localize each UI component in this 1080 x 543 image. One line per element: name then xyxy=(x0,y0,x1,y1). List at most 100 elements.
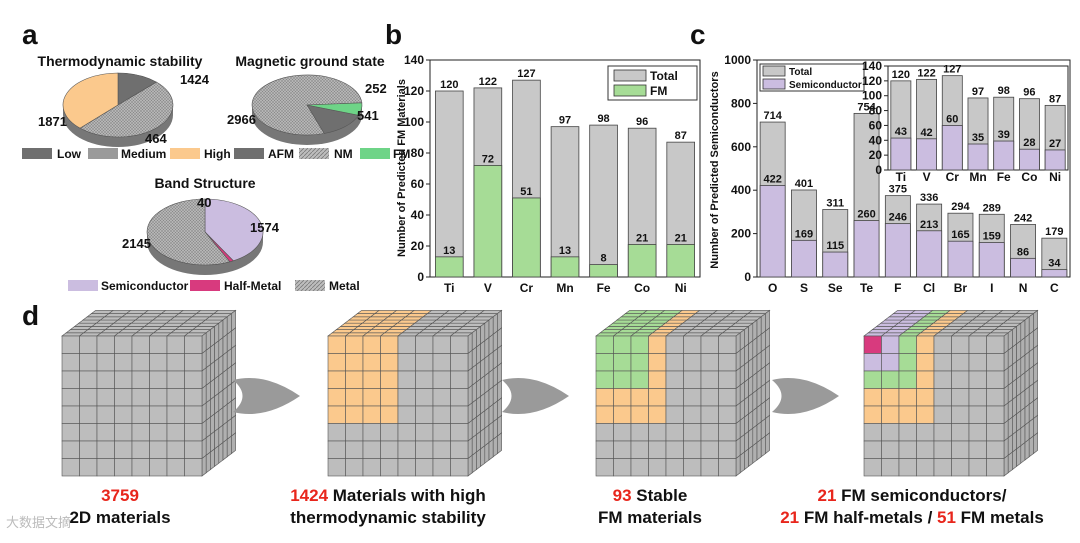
chartC-bar-semiconductor xyxy=(978,242,1005,278)
chartB-bar-fm xyxy=(550,256,580,278)
chartC-bar-semiconductor xyxy=(884,223,911,278)
caption-4-text3: FM metals xyxy=(955,508,1044,527)
chartC-bar-semiconductor xyxy=(916,230,943,278)
legend-swatch-metal xyxy=(295,280,325,291)
chartC-label-sub: 34 xyxy=(1048,258,1061,270)
chartB-bar-fm xyxy=(512,197,541,278)
caption-4-number2: 21 xyxy=(780,508,800,527)
cube-3 xyxy=(595,309,771,477)
chart-b-legend-fm: FM xyxy=(650,84,667,98)
legend-fm: FM xyxy=(393,147,410,161)
chartInset-ytick: 120 xyxy=(862,74,882,88)
chartC-xtick: Br xyxy=(954,281,968,295)
pie2-slice-label-nm: 2966 xyxy=(227,112,256,127)
chartInset-bar-semiconductor xyxy=(967,143,989,171)
chartB-xtick: Ni xyxy=(675,281,687,295)
cube-1 xyxy=(61,309,237,477)
chartB-label-sub: 13 xyxy=(559,245,571,257)
chartC-bar-semiconductor xyxy=(791,239,817,278)
chartC-bar-semiconductor xyxy=(822,251,849,278)
legend-medium: Medium xyxy=(121,147,166,161)
caption-3-line2: FM materials xyxy=(598,508,702,527)
pie2-legend: AFM NM FM xyxy=(234,147,410,161)
chartInset-label-total: 87 xyxy=(1049,93,1061,105)
chartC-xtick: F xyxy=(894,281,901,295)
chartC-label-total: 179 xyxy=(1045,226,1063,238)
chartInset-ytick: 60 xyxy=(869,118,883,132)
legend-high: High xyxy=(204,147,231,161)
pie3-slice-metal xyxy=(146,198,231,266)
legend-afm: AFM xyxy=(268,147,294,161)
pie1-slice-label-medium: 1871 xyxy=(38,114,67,129)
pie3-slice-label-metal: 2145 xyxy=(122,236,151,251)
chartInset-bar-semiconductor xyxy=(890,137,912,171)
chartC-xtick: C xyxy=(1050,281,1059,295)
legend-swatch-halfmetal xyxy=(190,280,220,291)
legend-metal: Metal xyxy=(329,279,360,293)
chartB-ytick: 0 xyxy=(417,270,424,284)
chartB-bar-fm xyxy=(434,256,464,278)
chartB-label-total: 120 xyxy=(440,79,458,91)
chartB-label-sub: 21 xyxy=(675,232,687,244)
chart-b: Number of Predicted FM Materials 0 20 40 60… xyxy=(396,53,701,295)
chartB-xtick: Mn xyxy=(556,281,573,295)
legend-low: Low xyxy=(57,147,82,161)
chartInset-xtick: V xyxy=(923,170,931,184)
legend-swatch-fm xyxy=(360,148,390,159)
pie2-slice-label-afm: 541 xyxy=(357,108,379,123)
chartC-ytick: 800 xyxy=(731,96,751,110)
chartInset-bar-semiconductor xyxy=(1044,149,1066,171)
chartC-ytick: 0 xyxy=(744,270,751,284)
caption-3-number: 93 xyxy=(612,486,632,505)
chartInset-label-total: 98 xyxy=(998,85,1010,97)
chartInset-label-total: 120 xyxy=(892,69,910,81)
chartB-ytick: 120 xyxy=(404,84,424,98)
pie-labels: 1424 1871 464 252 2966 541 40 2145 1574 xyxy=(38,72,387,251)
caption-2-text: Materials with high xyxy=(328,486,486,505)
chartB-xtick: V xyxy=(484,281,492,295)
chartC-label-sub: 165 xyxy=(951,229,969,241)
chartC-ytick: 400 xyxy=(731,183,751,197)
chart-c-legend-total: Total xyxy=(789,67,812,78)
chart-b-legend: Total FM xyxy=(607,65,698,101)
chartInset-ytick: 80 xyxy=(869,104,883,118)
chartC-ytick: 200 xyxy=(731,227,751,241)
chartInset-bar-semiconductor xyxy=(941,125,963,171)
chartInset-label-total: 122 xyxy=(917,67,935,79)
pie2-title: Magnetic ground state xyxy=(235,53,385,69)
chart-b-legend-total: Total xyxy=(650,69,678,83)
arrow-1-icon xyxy=(233,378,300,414)
chartB-bar-fm xyxy=(627,244,657,278)
legend-swatch-semiconductor xyxy=(68,280,98,291)
pie2-slice-label-fm: 252 xyxy=(365,81,387,96)
cube-4 xyxy=(863,309,1039,477)
chartB-ytick: 100 xyxy=(404,115,424,129)
chartC-ytick: 1000 xyxy=(724,53,751,67)
chartC-ytick: 600 xyxy=(731,140,751,154)
caption-3: 93 Stable FM materials xyxy=(570,485,730,529)
legend-swatch-afm xyxy=(234,148,264,159)
panel-label-d: d xyxy=(22,300,39,331)
chartC-label-total: 294 xyxy=(951,201,970,213)
chartB-label-sub: 72 xyxy=(482,153,494,165)
panel-label-b: b xyxy=(385,19,402,50)
chart-c-legend-semiconductor: Semiconductor xyxy=(789,80,862,91)
chartB-bar-total xyxy=(589,124,618,278)
legend-swatch-high xyxy=(170,148,200,159)
chartB-xtick: Ti xyxy=(444,281,454,295)
pie1-slice-label-high: 1424 xyxy=(180,72,210,87)
caption-1-number: 3759 xyxy=(101,486,139,505)
cube-sequence xyxy=(61,309,1039,477)
arrow-2-icon xyxy=(502,378,569,414)
chartC-xtick: S xyxy=(800,281,808,295)
chartC-bar-semiconductor xyxy=(853,220,880,278)
chart-c-legend-swatch-semiconductor xyxy=(762,78,786,90)
caption-4-text: FM semiconductors/ xyxy=(836,486,1007,505)
chartC-label-sub: 260 xyxy=(857,209,875,221)
chartInset-label-sub: 28 xyxy=(1023,137,1035,149)
chartInset-ytick: 0 xyxy=(875,163,882,177)
chartB-label-total: 98 xyxy=(597,113,609,125)
chart-b-legend-swatch-total xyxy=(613,69,647,82)
chartC-label-sub: 115 xyxy=(826,240,844,252)
